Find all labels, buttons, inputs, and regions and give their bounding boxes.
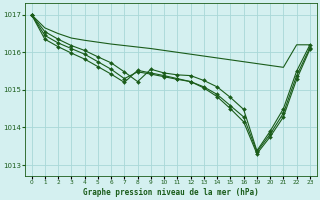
X-axis label: Graphe pression niveau de la mer (hPa): Graphe pression niveau de la mer (hPa) <box>83 188 259 197</box>
